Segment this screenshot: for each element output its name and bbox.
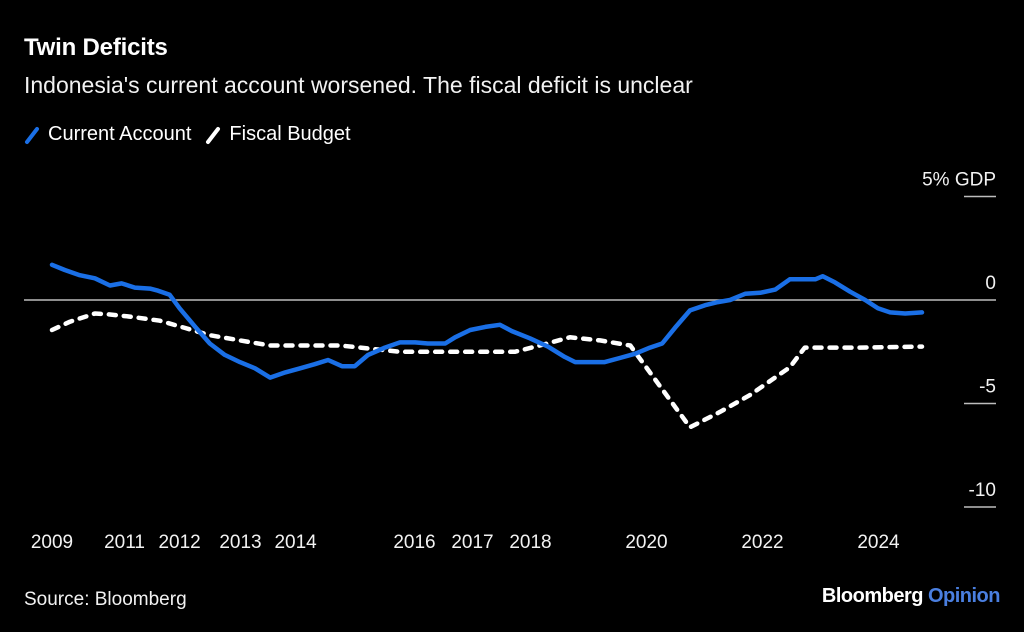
x-axis: 2009 2011 2012 2013 2014 2016 2017 2018 2020 2022… bbox=[31, 532, 900, 553]
y-axis: 5% GDP 0 -5 -10 bbox=[24, 170, 996, 508]
x-tick-label: 2017 bbox=[451, 532, 493, 553]
legend-label-fiscal-budget: Fiscal Budget bbox=[229, 123, 351, 145]
series-line-fiscal-budget bbox=[49, 311, 925, 430]
x-tick-label: 2018 bbox=[509, 532, 551, 553]
x-tick-label: 2013 bbox=[219, 532, 261, 553]
x-tick-label: 2016 bbox=[393, 532, 435, 553]
legend-item-current-account: Current Account bbox=[24, 123, 191, 146]
x-tick-label: 2011 bbox=[104, 532, 145, 553]
legend-item-fiscal-budget: Fiscal Budget bbox=[205, 123, 351, 146]
y-tick-label: 5% GDP bbox=[922, 170, 996, 191]
fiscal-budget-swatch-icon bbox=[206, 126, 221, 144]
source-note: Source: Bloomberg bbox=[24, 589, 187, 610]
series-line-current-account bbox=[49, 262, 925, 380]
x-tick-label: 2014 bbox=[274, 532, 317, 553]
y-tick-label: -5 bbox=[979, 377, 996, 398]
current-account-swatch-icon bbox=[25, 126, 39, 144]
chart-subtitle: Indonesia's current account worsened. Th… bbox=[24, 72, 693, 98]
chart-title: Twin Deficits bbox=[24, 34, 168, 61]
y-tick-label: -10 bbox=[969, 480, 996, 501]
legend: Current Account Fiscal Budget bbox=[24, 123, 365, 146]
y-tick-label: 0 bbox=[985, 273, 996, 294]
x-tick-label: 2012 bbox=[158, 532, 200, 553]
series-group bbox=[49, 262, 925, 430]
x-tick-label: 2024 bbox=[857, 532, 900, 553]
x-tick-label: 2020 bbox=[625, 532, 667, 553]
legend-label-current-account: Current Account bbox=[48, 123, 192, 145]
x-tick-label: 2009 bbox=[31, 532, 73, 553]
brand-accent: Opinion bbox=[927, 585, 1001, 607]
brand-main: Bloomberg bbox=[821, 585, 924, 607]
x-tick-label: 2022 bbox=[741, 532, 783, 553]
brand-logo: Bloomberg Opinion bbox=[821, 585, 1001, 608]
